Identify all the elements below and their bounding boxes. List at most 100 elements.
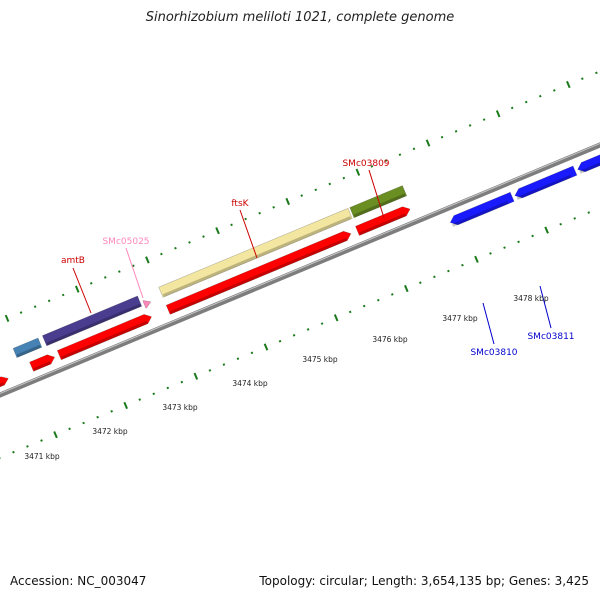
major-tick: [404, 284, 409, 293]
minor-tick: [12, 450, 15, 454]
gene-amtB-shade: [46, 303, 141, 346]
minor-tick: [384, 159, 388, 162]
major-tick: [285, 197, 290, 206]
major-tick: [145, 256, 150, 264]
gene-steelblue-shade: [16, 344, 41, 358]
leader-SMc05025: [125, 247, 144, 299]
minor-tick: [19, 311, 23, 314]
minor-tick: [524, 100, 528, 104]
minor-tick: [328, 182, 332, 186]
major-tick: [53, 431, 58, 439]
gene-SMc05025: [142, 300, 152, 309]
label-SMc03809: SMc03809: [342, 159, 389, 169]
minor-tick: [419, 281, 422, 285]
minor-tick: [559, 222, 562, 226]
major-tick: [495, 110, 501, 118]
minor-tick: [433, 275, 436, 279]
minor-tick: [188, 241, 191, 244]
minor-tick: [342, 176, 346, 180]
minor-tick: [482, 118, 486, 121]
backbone-highlight: [0, 142, 600, 395]
minor-tick: [110, 410, 113, 413]
minor-tick: [531, 234, 534, 238]
minor-tick: [40, 439, 43, 442]
minor-tick: [82, 421, 85, 425]
label-leaders: [72, 169, 552, 345]
minor-tick: [166, 386, 170, 390]
accession-text: Accession: NC_003047: [10, 574, 147, 588]
minor-tick: [538, 94, 542, 98]
label-ftsK: ftsK: [231, 199, 249, 209]
gene-SMc03809: [349, 185, 408, 219]
gene-steelblue: [12, 337, 43, 358]
major-tick: [123, 401, 128, 410]
minor-tick: [222, 363, 226, 366]
minor-tick: [47, 299, 51, 303]
scale-label: 3477 kbp: [442, 314, 478, 323]
inner-tick-ring: [0, 211, 591, 459]
minor-tick: [278, 339, 282, 343]
leader-SMc03809: [368, 169, 385, 219]
major-tick: [355, 168, 361, 176]
major-tick: [74, 285, 80, 293]
minor-tick: [292, 334, 296, 337]
leader-ftsK: [239, 209, 258, 259]
label-amtB: amtB: [61, 256, 85, 266]
minor-tick: [489, 252, 492, 255]
gene-SMc03810: [449, 191, 515, 226]
scale-label: 3472 kbp: [92, 427, 128, 436]
gene-SMc03811: [514, 165, 578, 199]
minor-tick: [398, 153, 402, 157]
minor-tick: [468, 124, 472, 127]
minor-tick: [552, 89, 556, 92]
backbone-line: [0, 142, 600, 398]
leader-SMc03811: [539, 285, 552, 329]
major-tick: [4, 314, 10, 322]
minor-tick: [314, 188, 318, 192]
cds-arrow-5-shade: [359, 213, 407, 236]
genome-summary-text: Topology: circular; Length: 3,654,135 bp…: [259, 574, 589, 588]
minor-tick: [160, 252, 163, 256]
major-tick: [425, 139, 431, 147]
major-tick: [263, 343, 269, 351]
minor-tick: [208, 369, 212, 372]
minor-tick: [26, 445, 29, 448]
label-SMc03811: SMc03811: [527, 332, 574, 342]
major-tick: [566, 80, 571, 89]
gene-ftsK-shade: [162, 216, 352, 297]
major-tick: [193, 372, 199, 380]
minor-tick: [250, 351, 254, 355]
cds-arrow-5: [355, 206, 411, 236]
minor-tick: [573, 217, 576, 220]
cds-arrow-2-shade: [33, 361, 51, 371]
label-SMc03810: SMc03810: [470, 348, 517, 358]
minor-tick: [258, 211, 261, 215]
minor-tick: [503, 246, 506, 249]
leader-amtB: [72, 267, 92, 314]
cds-arrow-1: [0, 376, 9, 388]
minor-tick: [89, 282, 93, 285]
minor-tick: [581, 77, 584, 81]
scale-label: 3474 kbp: [232, 379, 268, 388]
scale-label: 3475 kbp: [302, 355, 338, 364]
minor-tick: [68, 427, 71, 431]
minor-tick: [370, 165, 374, 168]
major-tick: [544, 226, 549, 234]
cds-arrow-4: [165, 230, 352, 315]
minor-tick: [244, 217, 247, 221]
minor-tick: [461, 263, 464, 267]
minor-tick: [454, 130, 458, 133]
major-tick: [333, 314, 339, 322]
cds-arrow-2: [29, 354, 56, 372]
gene-amtB: [42, 295, 143, 347]
minor-tick: [103, 276, 107, 279]
scale-labels: 3471 kbp 3472 kbp 3473 kbp 3474 kbp 3475 kbp…: [24, 294, 549, 461]
minor-tick: [180, 380, 184, 384]
minor-tick: [132, 264, 135, 268]
gene-partial-right-shade: [579, 162, 600, 174]
minor-tick: [510, 106, 514, 110]
cds-arrow-4-shade: [169, 237, 348, 314]
gene-SMc03811-shade: [516, 174, 572, 200]
minor-tick: [152, 392, 156, 396]
